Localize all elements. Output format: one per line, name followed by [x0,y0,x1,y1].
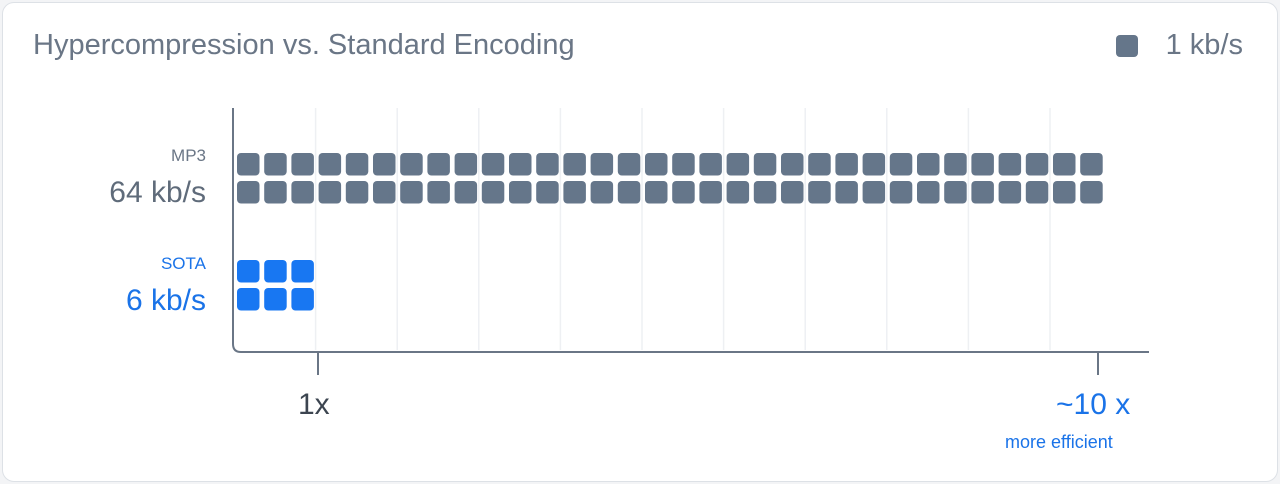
waffle-cell-sota [264,288,287,311]
axis-line [232,108,1149,353]
waffle-cell-mp3 [835,153,858,176]
waffle-cell-mp3 [563,181,586,204]
waffle-cell-sota [237,260,260,283]
waffle-cell-mp3 [645,181,668,204]
waffle-cell-mp3 [400,181,423,204]
waffle-cell-mp3 [237,153,260,176]
waffle-cell-mp3 [590,153,614,176]
waffle-cell-mp3 [726,153,750,176]
waffle-cell-mp3 [454,153,478,176]
legend: 1 kb/s [1115,29,1243,62]
waffle-cell-mp3 [536,181,559,204]
waffle-cell-mp3 [645,153,668,176]
waffle-cell-mp3 [781,181,804,204]
waffle-cell-mp3 [753,153,777,176]
waffle-cell-mp3 [536,153,559,176]
waffle-cell-mp3 [291,181,314,204]
series-name-sota: SOTA [160,254,206,273]
waffle-cell-mp3 [1053,153,1076,176]
series-value-mp3: 64 kb/s [109,176,206,209]
waffle-cell-mp3 [481,181,505,204]
waffle-cell-mp3 [264,181,287,204]
x-tick-label-10x: ~10 x [1056,388,1131,421]
waffle-cell-mp3 [862,153,886,176]
waffle-cell-mp3 [998,181,1022,204]
waffle-cell-mp3 [509,153,532,176]
waffle-cell-mp3 [917,153,940,176]
waffle-cell-mp3 [726,181,750,204]
waffle-cell-mp3 [264,153,287,176]
waffle-cell-mp3 [1080,153,1103,176]
waffle-cell-mp3 [889,181,913,204]
waffle-cell-sota [237,288,260,311]
waffle-cell-mp3 [917,181,940,204]
waffle-cell-mp3 [318,181,342,204]
waffle-cell-sota [264,260,287,283]
series-value-sota: 6 kb/s [125,284,206,317]
waffle-cell-mp3 [509,181,532,204]
waffle-cell-mp3 [971,181,994,204]
waffle-cell-mp3 [400,153,423,176]
waffle-cell-mp3 [454,181,478,204]
waffle-cell-mp3 [889,153,913,176]
waffle-cell-mp3 [672,153,695,176]
chart-title: Hypercompression vs. Standard Encoding [33,29,575,61]
waffle-cell-mp3 [318,153,342,176]
waffle-cell-mp3 [617,181,641,204]
waffle-cell-mp3 [808,153,831,176]
waffle-cell-sota [291,260,314,283]
waffle-cell-mp3 [590,181,614,204]
waffle-cell-mp3 [1025,153,1049,176]
waffle-cell-mp3 [373,153,396,176]
series-name-mp3: MP3 [171,146,206,165]
waffle-cell-mp3 [808,181,831,204]
waffle-cell-mp3 [1080,181,1103,204]
waffle-cell-mp3 [672,181,695,204]
waffle-cell-mp3 [862,181,886,204]
waffle-cell-mp3 [1025,181,1049,204]
waffle-cell-mp3 [699,181,722,204]
waffle-cell-mp3 [1053,181,1076,204]
waffle-cell-sota [291,288,314,311]
waffle-cell-mp3 [998,153,1022,176]
legend-swatch [1115,34,1138,57]
waffle-cell-mp3 [291,153,314,176]
waffle-cell-mp3 [617,153,641,176]
waffle-cell-mp3 [699,153,722,176]
waffle-cell-mp3 [373,181,396,204]
waffle-cell-mp3 [237,181,260,204]
waffle-cell-mp3 [781,153,804,176]
waffle-cell-mp3 [944,181,967,204]
waffle-cell-mp3 [481,153,505,176]
waffle-cell-mp3 [835,181,858,204]
waffle-cell-mp3 [944,153,967,176]
waffle-cell-mp3 [753,181,777,204]
x-tick-label-1x: 1x [298,388,330,421]
waffle-cell-mp3 [563,153,586,176]
waffle-cell-mp3 [427,153,450,176]
legend-label: 1 kb/s [1165,29,1243,61]
x-tick-sublabel: more efficient [1005,432,1113,452]
waffle-cell-mp3 [971,153,994,176]
waffle-cell-mp3 [427,181,450,204]
waffle-cell-mp3 [345,153,369,176]
waffle-cell-mp3 [345,181,369,204]
